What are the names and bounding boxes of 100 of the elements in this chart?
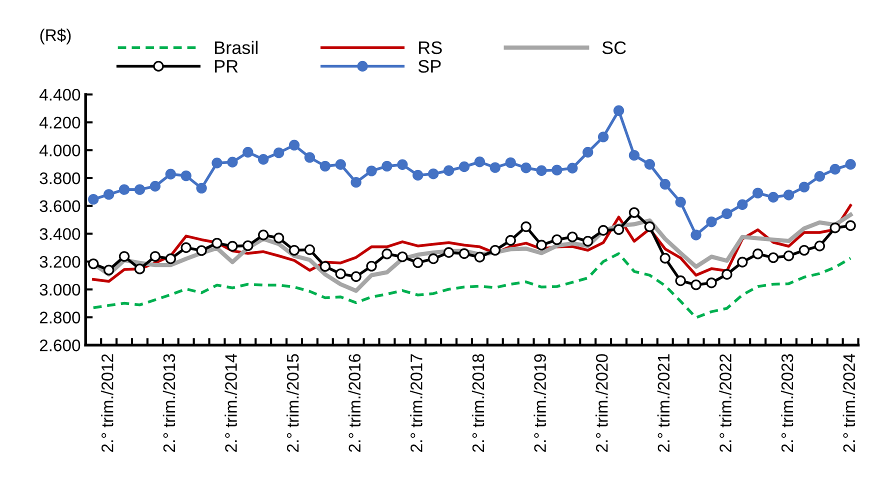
point	[768, 252, 779, 264]
point	[443, 165, 454, 176]
point	[150, 251, 161, 262]
point	[845, 220, 856, 231]
point	[458, 248, 470, 259]
point	[428, 253, 439, 264]
point	[798, 244, 810, 256]
x-tick-label: 2.° trim./2016	[348, 354, 361, 452]
point	[660, 178, 670, 190]
point	[567, 232, 578, 242]
point	[737, 256, 748, 268]
x-tick-label: 2.° trim./2015	[286, 354, 299, 452]
point	[613, 224, 624, 235]
point	[644, 159, 656, 170]
x-tick-label: 2.° trim./2012	[101, 354, 114, 452]
point	[675, 275, 686, 286]
point	[180, 170, 192, 182]
point	[660, 252, 670, 264]
y-tick-label: 3.000	[40, 284, 80, 296]
y-tick-label: 2.600	[40, 340, 80, 352]
y-tick-label: 4.000	[39, 144, 80, 156]
point	[366, 166, 377, 176]
point	[628, 207, 640, 218]
point	[288, 244, 300, 256]
y-tick-label: 3.800	[40, 172, 80, 184]
y-axis-title: (R$)	[40, 28, 71, 44]
point	[798, 182, 810, 192]
point	[103, 264, 114, 276]
point	[752, 248, 764, 260]
y-tick-label: 2.800	[40, 312, 80, 324]
point	[150, 180, 161, 192]
x-tick-label: 2.° trim./2022	[719, 354, 732, 452]
point	[196, 182, 207, 194]
point	[366, 260, 377, 272]
point	[598, 225, 609, 236]
point	[180, 242, 192, 253]
point	[118, 184, 130, 195]
point	[474, 156, 486, 168]
point	[242, 146, 254, 158]
legend-label: PR	[215, 60, 238, 73]
point	[304, 244, 316, 256]
point	[134, 264, 146, 274]
point	[783, 250, 794, 262]
point	[227, 240, 238, 252]
point	[783, 190, 794, 200]
point	[690, 279, 702, 290]
point	[227, 156, 238, 168]
point	[397, 159, 408, 170]
point	[165, 168, 176, 180]
point	[505, 235, 516, 246]
point	[675, 196, 686, 208]
point	[103, 189, 114, 200]
point	[320, 261, 331, 272]
point	[690, 230, 702, 240]
y-tick-label: 3.600	[40, 200, 80, 212]
x-tick-label: 2.° trim./2021	[657, 354, 670, 452]
point	[273, 232, 284, 244]
point	[722, 208, 732, 220]
legend-label: SC	[602, 41, 626, 54]
point	[536, 240, 547, 250]
point	[737, 199, 748, 210]
point	[830, 222, 840, 234]
point	[644, 221, 656, 232]
point	[458, 161, 470, 172]
y-tick-label: 4.400	[39, 88, 80, 101]
point	[382, 160, 392, 172]
point	[212, 158, 222, 168]
x-tick-label: 2.° trim./2014	[224, 354, 237, 452]
point	[335, 159, 346, 170]
point	[552, 164, 562, 176]
point	[552, 234, 562, 246]
x-tick-label: 2.° trim./2023	[780, 354, 794, 452]
point	[722, 269, 732, 280]
legend-label: RS	[419, 41, 442, 54]
y-tick-label: 3.200	[40, 256, 80, 268]
y-tick-label: 3.400	[40, 228, 80, 240]
point	[598, 132, 609, 142]
point	[258, 154, 269, 165]
point	[582, 236, 594, 247]
point	[242, 240, 254, 252]
point	[88, 258, 99, 270]
point	[536, 165, 547, 176]
point	[706, 278, 717, 288]
point	[752, 188, 764, 198]
point	[397, 251, 408, 262]
point	[490, 244, 500, 256]
point	[830, 164, 840, 175]
point	[88, 194, 99, 205]
point	[768, 192, 779, 203]
x-tick-label: 2.° trim./2017	[410, 354, 422, 452]
x-tick-label: 2.° trim./2020	[596, 354, 608, 452]
point	[304, 152, 316, 163]
point	[335, 268, 346, 280]
point	[428, 168, 439, 180]
point	[350, 271, 362, 282]
point	[196, 245, 207, 256]
point	[567, 162, 578, 174]
point	[628, 150, 640, 161]
point	[350, 176, 362, 188]
point	[273, 147, 284, 158]
